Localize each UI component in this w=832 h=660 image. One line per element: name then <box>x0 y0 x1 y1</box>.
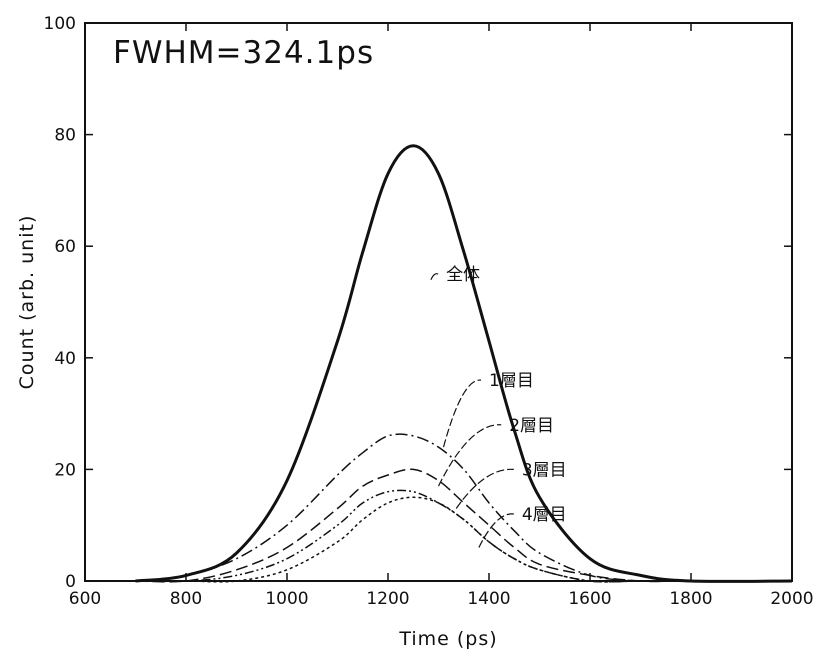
x-tick-label: 1200 <box>366 589 409 609</box>
x-tick-label: 1400 <box>467 589 510 609</box>
x-tick-label: 1000 <box>265 589 308 609</box>
series-leader-line-3 <box>437 424 502 487</box>
series-line-1 <box>135 144 793 583</box>
series-line-3 <box>135 468 792 583</box>
series-label-4: 3層目 <box>522 460 567 480</box>
series-label-2: 1層目 <box>489 371 534 391</box>
series-leader-line-5 <box>478 513 514 548</box>
series-label-3: 2層目 <box>509 416 554 436</box>
x-tick-label: 800 <box>170 589 202 609</box>
series-leader-line-4 <box>455 468 514 509</box>
label-layer: 全体 1層目 2層目 3層目 4層目 <box>430 265 567 548</box>
series-label-1: 全体 <box>446 265 480 285</box>
y-tick-label: 0 <box>65 572 76 592</box>
y-axis-title: Count (arb. unit) <box>16 215 38 390</box>
y-tick-label: 20 <box>54 460 76 480</box>
y-tick-label: 60 <box>54 237 76 257</box>
series-layer <box>135 144 793 583</box>
series-line-4 <box>135 489 792 583</box>
x-tick-label: 1800 <box>669 589 712 609</box>
series-line-5 <box>135 496 792 583</box>
series-leader-line-2 <box>442 379 482 448</box>
y-tick-label: 40 <box>54 349 76 369</box>
series-label-5: 4層目 <box>522 505 567 525</box>
y-tick-label: 100 <box>44 14 76 34</box>
plot-frame <box>84 22 793 582</box>
fwhm-annotation: FWHM=324.1ps <box>113 35 374 71</box>
x-tick-label: 1600 <box>568 589 611 609</box>
x-tick-label: 600 <box>69 589 101 609</box>
series-leader-line-1 <box>430 273 439 280</box>
x-tick-label: 2000 <box>770 589 813 609</box>
y-tick-label: 80 <box>54 126 76 146</box>
series-line-2 <box>135 433 792 583</box>
tick-layer: 600 800 1000 1200 1400 1600 1800 2000 0 20 40 60 80 1… <box>44 14 814 609</box>
x-axis-title: Time (ps) <box>398 628 497 650</box>
